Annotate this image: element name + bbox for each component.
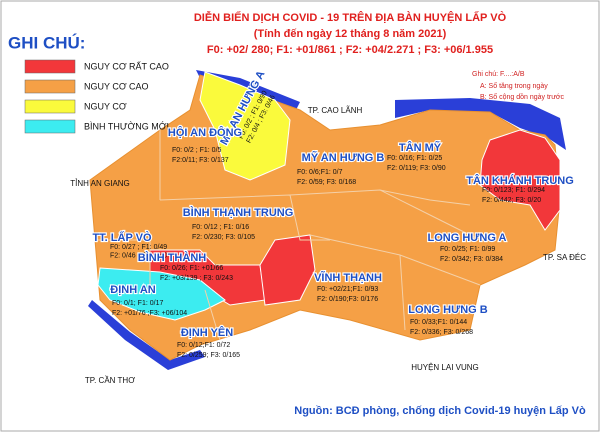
legend: NGUY CƠ RẤT CAO NGUY CƠ CAO NGUY CƠ BÌNH TH…: [24, 59, 169, 134]
region-shapes: [97, 71, 561, 321]
region-name: LONG HƯNG A: [428, 232, 507, 244]
note: B: Số cộng dồn ngày trước: [480, 92, 564, 101]
summary: F0: +02/ 280; F1: +01/861 ; F2: +04/2.27…: [207, 44, 493, 56]
river: [395, 98, 566, 150]
place-label: TP. SA ĐÉC: [543, 253, 586, 262]
region-stat: F2: +03/139 ; F3: 0/243: [160, 275, 233, 282]
legend-swatch: [24, 119, 76, 134]
region-stat: F0: 0/27 ; F1: 0/49: [110, 244, 167, 251]
region-stat: F2: 0/59; F3: 0/168: [297, 179, 356, 186]
legend-label: BÌNH THƯỜNG MỚI: [84, 121, 169, 131]
region-stat: F2: 0/442; F3: 0/20: [482, 197, 541, 204]
region-label: HỘI AN ĐÔNG F0: 0/2 ; F1: 0/5 F2:0/11; F3:…: [167, 125, 243, 164]
region-stat: F2:0/11; F3: 0/137: [172, 157, 229, 164]
region-stat: F2: 0/259; F3: 0/165: [177, 352, 240, 359]
place-label: HUYỆN LAI VUNG: [411, 363, 479, 372]
region-stat: F0: 0/6;F1: 0/7: [297, 169, 343, 176]
border: [95, 130, 481, 341]
legend-swatch: [24, 79, 76, 94]
region-name: TÂN KHÁNH TRUNG: [466, 174, 574, 187]
region-name: BÌNH THẠNH TRUNG: [183, 206, 294, 219]
legend-label: NGUY CƠ RẤT CAO: [84, 61, 169, 71]
region-name: HỘI AN ĐÔNG: [168, 126, 242, 139]
region-name: LONG HƯNG B: [408, 304, 487, 316]
region-stat: F2: 0/336; F3: 0/268: [410, 329, 473, 336]
region-stat: F0: 0/33;F1: 0/144: [410, 319, 467, 326]
region: [479, 129, 561, 231]
region-stat: F2: 0/230; F3: 0/105: [192, 234, 255, 241]
subtitle: (Tính đến ngày 12 tháng 8 năm 2021): [254, 28, 447, 40]
region-stat: F2: +01/76 ;F3: +06/104: [112, 310, 187, 317]
region-stat: F0: 0/16; F1: 0/25: [387, 155, 442, 162]
place-label: TP. CẦN THƠ: [85, 375, 135, 385]
region-label: ĐỊNH AN F0: 0/1; F1: 0/17 F2: +01/76 ;F3: …: [109, 283, 187, 317]
region-stat: F0: 0/12 ; F1: 0/16: [192, 224, 249, 231]
region-name: BÌNH THÀNH: [138, 251, 206, 264]
region-name: VĨNH THẠNH: [314, 271, 382, 284]
legend-label: NGUY CƠ: [84, 101, 127, 111]
region-stat: F0: 0/26; F1: +01/66: [160, 265, 223, 272]
place-label: TỈNH AN GIANG: [70, 179, 130, 188]
region-name: ĐỊNH YÊN: [181, 326, 233, 339]
region-stat: F0: 0/1; F1: 0/17: [112, 300, 163, 307]
region-label: LONG HƯNG A F0: 0/25; F1: 0/99 F2: 0/342; …: [426, 231, 507, 263]
legend-swatch: [24, 59, 76, 74]
region-name: ĐỊNH AN: [110, 284, 155, 296]
legend-label: NGUY CƠ CAO: [84, 81, 149, 91]
region-stat: F2: 0/190;F3: 0/176: [317, 296, 378, 303]
region: [199, 71, 291, 181]
region-stat: F0: 0/123; F1: 0/294: [482, 187, 545, 194]
note: Ghi chú: F....:A/B: [472, 71, 525, 78]
region-stat: F2: 0/119; F3: 0/90: [387, 165, 446, 172]
title: DIỄN BIẾN DỊCH COVID - 19 TRÊN ĐỊA BÀN H…: [194, 11, 507, 24]
region-stat: F0: 0/2 ; F1: 0/5: [172, 147, 222, 154]
region-name: TÂN MỸ: [399, 141, 442, 154]
region-label: ĐỊNH YÊN F0: 0/12;F1: 0/72 F2: 0/259; F3: …: [177, 325, 240, 359]
region-stat: F2: 0/46 ; F3: 0/40: [110, 252, 167, 259]
region-stat: F0: +02/21;F1: 0/93: [317, 286, 378, 293]
region-stat: F2: 0/342; F3: 0/384: [440, 256, 503, 263]
legend-swatch: [24, 99, 76, 114]
legend-title: GHI CHÚ:: [8, 33, 85, 52]
region-label: BÌNH THẠNH TRUNG F0: 0/12 ; F1: 0/16 F2: 0…: [182, 205, 295, 241]
region-label: MỸ AN HƯNG B F0: 0/6;F1: 0/7 F2: 0/59; F3:…: [297, 150, 385, 186]
region-name: MỸ AN HƯNG B: [302, 151, 385, 164]
place-label: TP. CAO LÃNH: [308, 106, 363, 115]
region-name: TT. LẤP VÒ: [92, 231, 152, 244]
region-label: VĨNH THẠNH F0: +02/21;F1: 0/93 F2: 0/190;F…: [313, 270, 383, 303]
region-stat: F0: 0/25; F1: 0/99: [440, 246, 495, 253]
river: [88, 300, 205, 370]
note: A: Số tăng trong ngày: [480, 81, 548, 90]
region-label: LONG HƯNG B F0: 0/33;F1: 0/144 F2: 0/336; …: [407, 303, 489, 336]
region: [97, 267, 226, 321]
source: Nguồn: BCĐ phòng, chống dịch Covid-19 hu…: [294, 405, 586, 417]
region-stat: F0: 0/12;F1: 0/72: [177, 342, 230, 349]
